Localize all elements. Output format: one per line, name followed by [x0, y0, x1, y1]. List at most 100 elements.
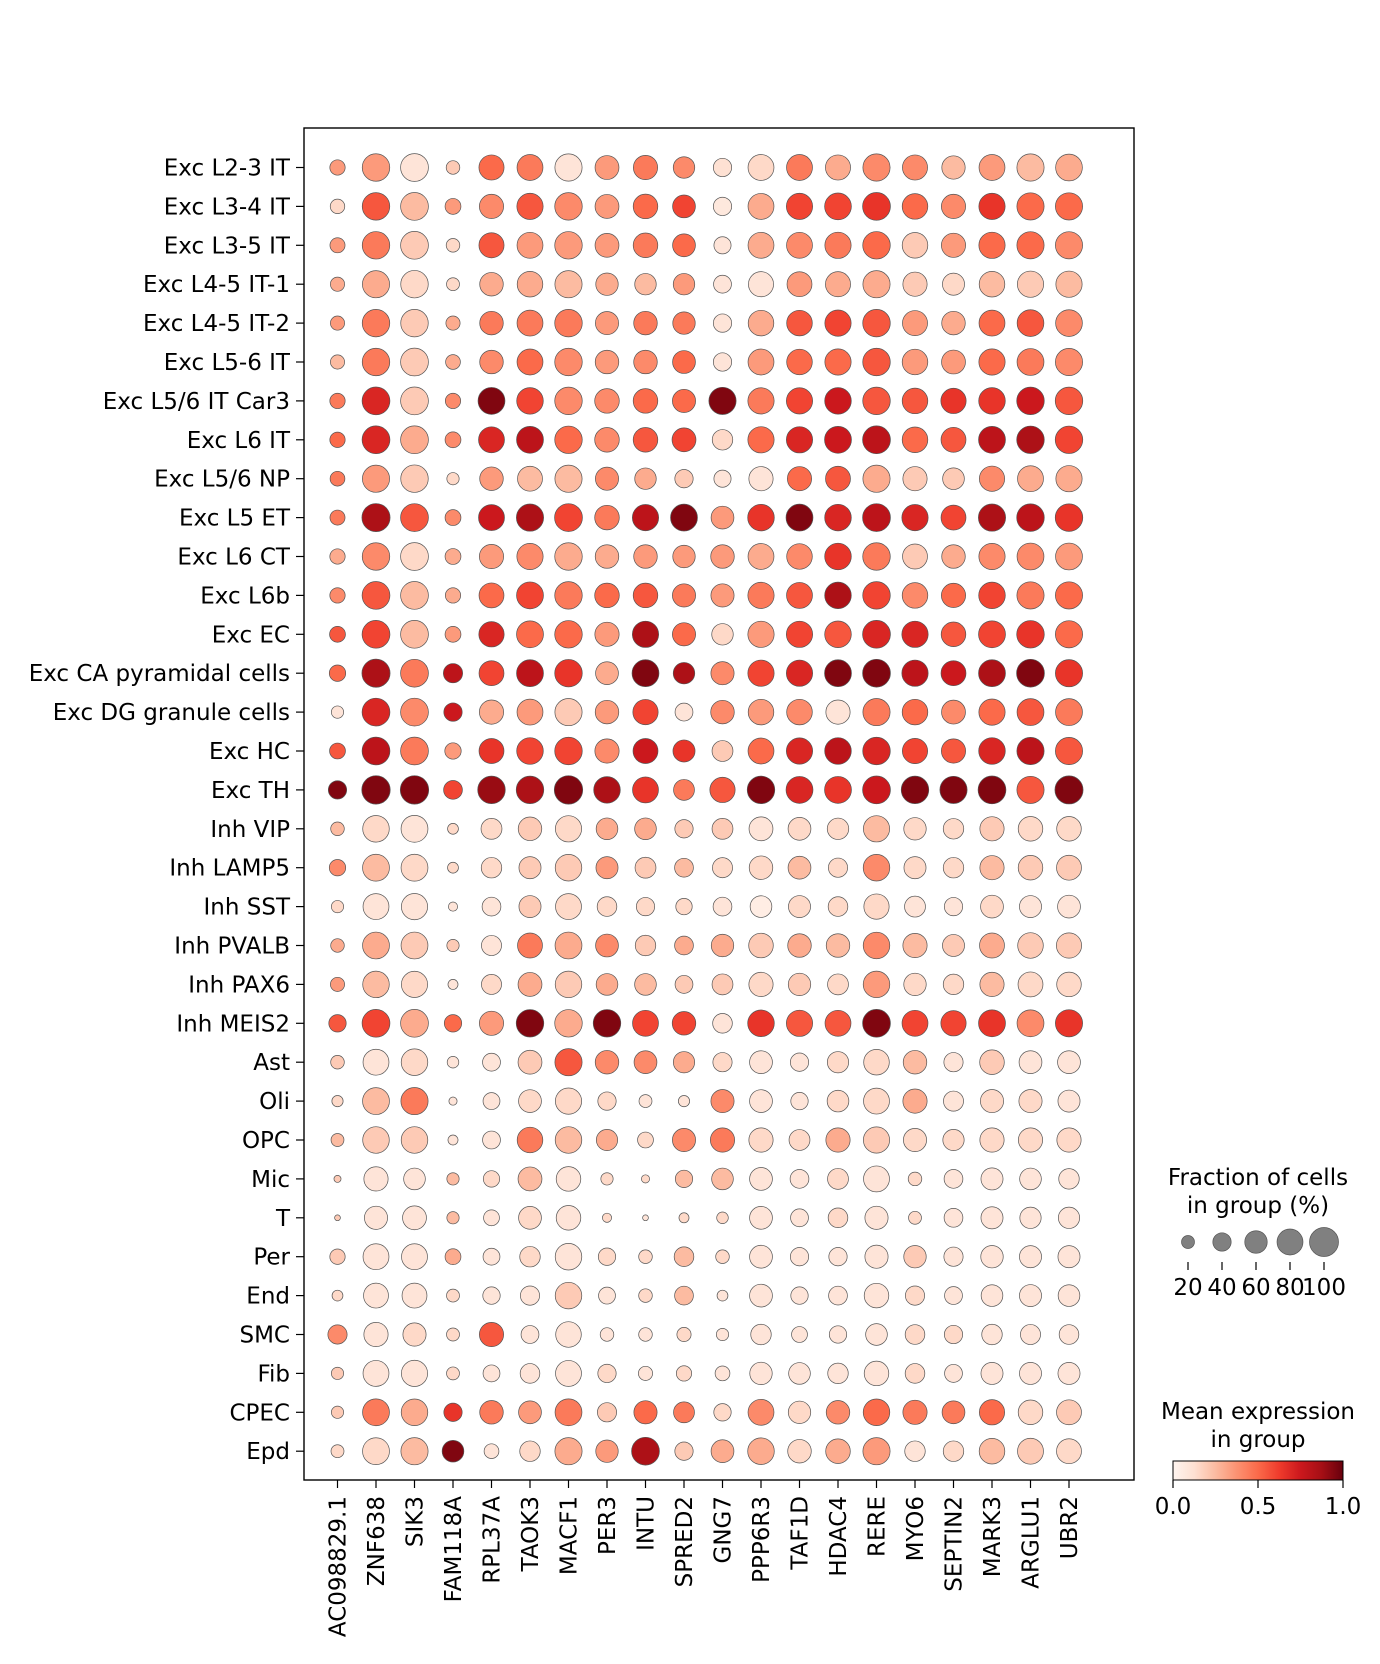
- dot-UBR2-31: [1057, 1362, 1081, 1385]
- dot-SPRED2-32: [673, 1401, 695, 1424]
- dot-SIK3-4: [400, 308, 429, 338]
- dot-INTU-28: [638, 1249, 653, 1264]
- dot-UBR2-20: [1056, 932, 1082, 959]
- dot-PER3-12: [594, 621, 620, 647]
- dot-TAF1D-9: [785, 503, 814, 532]
- dot-UBR2-6: [1054, 386, 1084, 416]
- dot-PER3-24: [597, 1091, 617, 1111]
- dot-TAOK3-31: [519, 1363, 541, 1384]
- gene-label: FAM118A: [441, 1496, 467, 1603]
- dot-AC098829.1-6: [329, 392, 346, 409]
- dot-UBR2-28: [1057, 1245, 1081, 1269]
- dot-SPRED2-12: [672, 622, 696, 647]
- dot-ZNF638-13: [361, 658, 391, 688]
- dot-RERE-27: [864, 1205, 889, 1230]
- dot-TAOK3-6: [516, 387, 544, 415]
- dot-RERE-12: [862, 620, 891, 649]
- dot-SPRED2-15: [672, 739, 696, 763]
- dot-TAF1D-22: [786, 1009, 813, 1037]
- group-label: OPC: [242, 1128, 290, 1154]
- dot-TAF1D-26: [789, 1169, 810, 1189]
- dot-TAOK3-3: [516, 271, 544, 298]
- gene-label: RPL37A: [480, 1496, 506, 1584]
- dot-UBR2-23: [1057, 1050, 1081, 1074]
- dot-ARGLU1-30: [1020, 1324, 1041, 1345]
- dot-ARGLU1-0: [1016, 153, 1045, 182]
- size-legend-dot: [1309, 1227, 1339, 1257]
- dot-PPP6R3-30: [750, 1323, 772, 1346]
- plot-frame: [303, 127, 1135, 1481]
- dot-ZNF638-4: [361, 308, 391, 338]
- dot-ARGLU1-6: [1016, 386, 1045, 416]
- dot-SPRED2-30: [676, 1327, 692, 1342]
- dot-HDAC4-14: [825, 699, 851, 725]
- dot-SEPTIN2-1: [941, 193, 966, 219]
- dot-HDAC4-7: [824, 425, 852, 454]
- dot-SPRED2-3: [672, 273, 696, 296]
- dot-FAM118A-22: [443, 1014, 463, 1033]
- dot-ZNF638-1: [361, 192, 391, 221]
- dot-TAF1D-14: [786, 698, 813, 726]
- dot-ARGLU1-10: [1016, 542, 1045, 571]
- dot-TAF1D-2: [786, 231, 813, 259]
- colorbar-tick-label: 0.0: [1155, 1494, 1192, 1520]
- dot-MARK3-10: [978, 543, 1006, 570]
- dot-PPP6R3-14: [747, 698, 775, 726]
- dot-GNG7-0: [712, 157, 733, 178]
- dot-TAF1D-17: [787, 817, 812, 841]
- dot-FAM118A-27: [446, 1211, 460, 1225]
- dot-GNG7-16: [709, 776, 736, 803]
- dot-ARGLU1-7: [1016, 425, 1045, 454]
- dot-INTU-23: [633, 1050, 658, 1074]
- dot-UBR2-26: [1058, 1168, 1080, 1190]
- dot-SPRED2-1: [672, 194, 696, 219]
- dot-RPL37A-10: [479, 544, 504, 569]
- dot-SPRED2-14: [674, 702, 694, 722]
- dot-ZNF638-29: [363, 1282, 389, 1309]
- dot-PER3-7: [594, 427, 620, 453]
- dot-MYO6-26: [907, 1171, 923, 1187]
- dot-ZNF638-27: [364, 1205, 388, 1230]
- gene-label: RERE: [865, 1496, 891, 1557]
- dot-PER3-33: [595, 1439, 619, 1463]
- group-label: Epd: [246, 1439, 290, 1465]
- group-label: Inh PVALB: [174, 934, 290, 960]
- dot-AC098829.1-24: [331, 1095, 344, 1108]
- dot-RPL37A-27: [483, 1209, 500, 1227]
- dot-ZNF638-11: [361, 581, 391, 610]
- dot-FAM118A-7: [444, 431, 462, 449]
- dot-MACF1-19: [555, 893, 582, 920]
- dot-GNG7-23: [712, 1052, 733, 1073]
- dot-INTU-13: [631, 659, 660, 687]
- dot-ARGLU1-11: [1016, 581, 1045, 610]
- dot-UBR2-10: [1055, 542, 1083, 571]
- dot-GNG7-4: [712, 313, 733, 333]
- dot-MACF1-33: [554, 1437, 583, 1466]
- dot-MACF1-23: [554, 1048, 583, 1077]
- dot-MACF1-15: [554, 736, 583, 766]
- dot-SPRED2-24: [678, 1095, 690, 1108]
- group-label: Exc L6 CT: [177, 545, 291, 571]
- dot-HDAC4-16: [824, 776, 852, 804]
- gene-label: PPP6R3: [749, 1496, 775, 1583]
- dot-MYO6-27: [908, 1210, 922, 1225]
- dot-MYO6-24: [902, 1088, 928, 1114]
- dot-AC098829.1-19: [331, 900, 345, 914]
- dot-GNG7-9: [710, 505, 735, 530]
- dot-ZNF638-7: [361, 425, 391, 455]
- dot-HDAC4-18: [828, 857, 848, 878]
- dot-MARK3-7: [978, 425, 1006, 454]
- dot-MARK3-29: [980, 1284, 1004, 1307]
- dot-TAF1D-28: [789, 1247, 810, 1267]
- dot-SPRED2-0: [672, 156, 696, 179]
- dot-PER3-30: [599, 1327, 615, 1342]
- dot-SIK3-27: [402, 1205, 427, 1231]
- dot-MARK3-12: [978, 620, 1006, 649]
- dot-PPP6R3-12: [747, 620, 775, 648]
- dot-TAOK3-12: [516, 620, 544, 649]
- dot-SEPTIN2-4: [941, 310, 966, 336]
- dot-INTU-31: [638, 1365, 653, 1381]
- dot-MACF1-17: [555, 815, 582, 843]
- dot-RERE-19: [863, 893, 890, 920]
- dot-SEPTIN2-30: [943, 1324, 964, 1345]
